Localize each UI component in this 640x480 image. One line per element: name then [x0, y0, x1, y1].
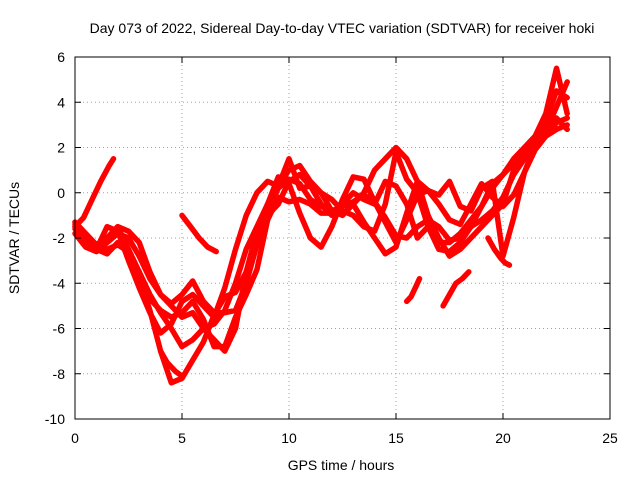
y-tick-label: -8 — [53, 366, 66, 382]
y-tick-label: -6 — [53, 321, 66, 337]
y-axis-label: SDTVAR / TECUs — [6, 182, 22, 294]
gridlines — [75, 57, 610, 419]
x-tick-label: 0 — [71, 430, 79, 446]
series-seg-a — [72, 156, 117, 230]
x-tick-label: 15 — [388, 430, 404, 446]
y-tick-label: -2 — [53, 230, 66, 246]
y-axis-ticks: -10 -8 -6 -4 -2 0 2 4 6 — [45, 49, 610, 427]
series-seg-d — [403, 275, 423, 305]
y-tick-label: -4 — [53, 275, 66, 291]
y-tick-label: 4 — [57, 94, 65, 110]
y-tick-label: 6 — [57, 49, 65, 65]
data-series — [72, 65, 570, 386]
x-axis-ticks: 0 5 10 15 20 25 — [71, 57, 618, 446]
chart-title: Day 073 of 2022, Sidereal Day-to-day VTE… — [90, 20, 595, 36]
x-tick-label: 10 — [281, 430, 297, 446]
series-seg-f — [485, 235, 513, 268]
series-s6 — [72, 115, 570, 350]
x-tick-label: 25 — [602, 430, 618, 446]
series-seg-c — [157, 348, 185, 379]
series-s4 — [72, 79, 570, 386]
y-tick-label: 2 — [57, 140, 65, 156]
series-seg-b — [179, 212, 219, 255]
y-tick-label: 0 — [57, 185, 65, 201]
x-axis-label: GPS time / hours — [288, 457, 395, 473]
y-tick-label: -10 — [45, 411, 65, 427]
x-tick-label: 5 — [178, 430, 186, 446]
series-s5 — [72, 122, 570, 316]
x-tick-label: 20 — [495, 430, 511, 446]
series-seg-e — [440, 269, 472, 309]
